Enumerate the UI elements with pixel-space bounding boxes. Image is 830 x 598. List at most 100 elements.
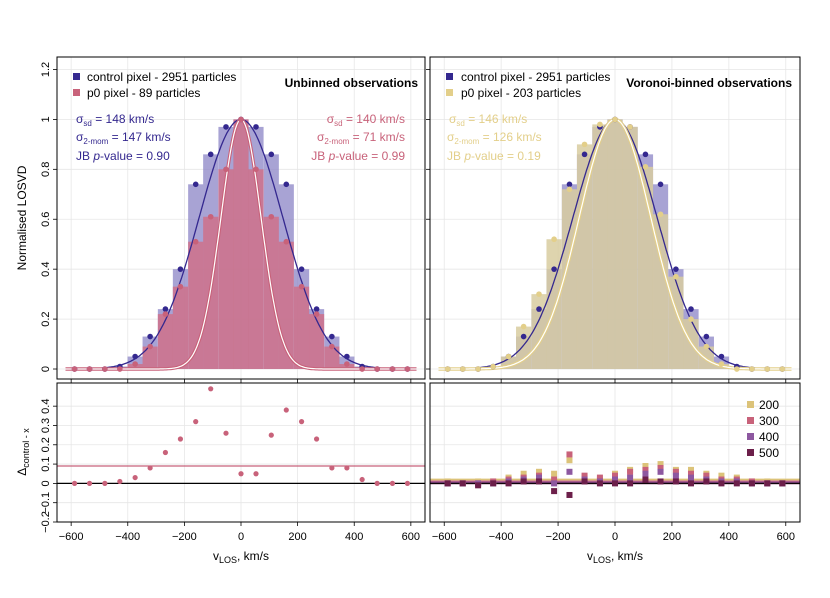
delta-square-500 [703, 478, 710, 485]
delta-square-200 [687, 466, 694, 473]
data-point-p0 [238, 116, 244, 123]
stats-p0-left: σsd = 140 km/s σ2-mom = 71 km/s JB p-val… [311, 112, 405, 163]
delta-square-400 [687, 474, 694, 481]
delta-square-300 [672, 468, 679, 475]
legend-label-200: 200 [759, 398, 779, 412]
delta-square-500 [657, 478, 664, 485]
delta-axis-label: Δcontrol - x [15, 428, 31, 476]
data-point-p0 [703, 343, 710, 350]
y-tick-label: 0.1 [40, 456, 52, 471]
x-tick-label: −600 [59, 531, 84, 543]
data-point-control [223, 124, 229, 130]
data-point-control [298, 266, 305, 272]
delta-square-500 [551, 488, 558, 495]
data-point-p0 [444, 366, 451, 372]
bar-p0 [142, 346, 158, 370]
delta-point [71, 480, 78, 486]
data-point-p0 [597, 121, 603, 128]
data-point-p0 [223, 166, 229, 173]
panel-title-left: Unbinned observations [285, 76, 419, 90]
data-point-p0 [404, 366, 411, 372]
delta-square-200 [520, 470, 527, 477]
legend-swatch-400 [747, 433, 754, 440]
data-point-p0 [764, 366, 771, 372]
delta-point [298, 419, 305, 425]
delta-square-200 [718, 472, 725, 479]
legend-label-p0: p0 pixel - 89 particles [87, 86, 200, 100]
delta-point [359, 476, 365, 483]
delta-square-500 [672, 478, 679, 485]
y-axis-label: Normalised LOSVD [15, 165, 29, 270]
data-point-p0 [627, 124, 633, 130]
stat-sigma-2mom: σ2-mom = 147 km/s [76, 130, 171, 146]
panel-bottom-left: −600 −400 −200 0 200 400 600 −0.2−0.1 0 0.1 0.2 0.3… [40, 382, 426, 543]
data-point-control [177, 266, 184, 272]
data-point-control [520, 333, 527, 340]
x-tick-label: −200 [546, 531, 571, 543]
legend-n-values: 200 300 400 500 [747, 398, 779, 460]
delta-point [268, 432, 274, 438]
delta-point [193, 419, 199, 425]
delta-square-300 [566, 451, 573, 458]
stat-jb-pvalue: JB p-value = 0.99 [311, 149, 405, 163]
data-point-p0 [688, 316, 694, 322]
data-point-p0 [192, 238, 199, 245]
x-tick-label: −600 [432, 531, 457, 543]
delta-point [223, 430, 229, 436]
delta-square-400 [672, 472, 679, 479]
data-point-p0 [374, 366, 380, 372]
delta-point [404, 480, 411, 486]
legend-swatch-control [73, 73, 80, 80]
x-axis-label-right: vLOS, km/s [587, 549, 643, 565]
data-point-p0 [718, 361, 725, 367]
data-point-p0 [177, 283, 184, 290]
stat-sigma-sd: σsd = 140 km/s [327, 112, 405, 128]
x-axis-label-left: vLOS, km/s [213, 549, 269, 565]
delta-square-300 [703, 472, 710, 479]
legend-swatch-control [446, 73, 453, 80]
delta-point [177, 436, 184, 442]
data-point-p0 [253, 166, 259, 173]
data-point-p0 [642, 164, 649, 170]
data-point-control [642, 151, 649, 158]
bar-p0 [172, 286, 188, 370]
data-point-p0 [344, 361, 350, 367]
panel-title-right: Voronoi-binned observations [626, 76, 792, 90]
bar-p0 [248, 169, 264, 370]
bar-p0 [561, 189, 578, 370]
data-point-control [688, 306, 694, 312]
data-point-control [581, 151, 588, 158]
data-point-control [268, 151, 275, 158]
x-tick-label: 0 [612, 531, 618, 543]
delta-point [86, 480, 93, 486]
data-point-control [536, 306, 542, 312]
y-tick-label: −0.2 [40, 511, 52, 533]
delta-square-400 [612, 476, 618, 483]
delta-square-500 [581, 478, 588, 485]
data-point-p0 [207, 213, 214, 220]
delta-point [208, 386, 214, 392]
data-point-control [132, 353, 138, 360]
delta-point [102, 480, 108, 486]
data-point-control [566, 181, 573, 188]
delta-square-200 [642, 463, 649, 470]
x-tick-label: 400 [345, 531, 363, 543]
delta-point [132, 474, 138, 481]
data-point-control [192, 181, 199, 188]
delta-square-500 [596, 480, 603, 487]
delta-square-500 [566, 491, 573, 498]
data-point-p0 [162, 311, 169, 317]
data-point-control [162, 306, 169, 312]
delta-point [329, 465, 335, 471]
data-point-p0 [102, 366, 108, 372]
y-tick-label: 1 [40, 116, 52, 122]
delta-square-500 [490, 480, 497, 487]
delta-square-500 [687, 480, 694, 487]
y-tick-label: 0.6 [40, 212, 52, 227]
data-point-p0 [551, 236, 557, 243]
x-tick-label: −200 [172, 531, 197, 543]
bar-p0 [157, 314, 173, 370]
delta-square-200 [551, 470, 558, 477]
x-tick-label: 200 [663, 531, 681, 543]
